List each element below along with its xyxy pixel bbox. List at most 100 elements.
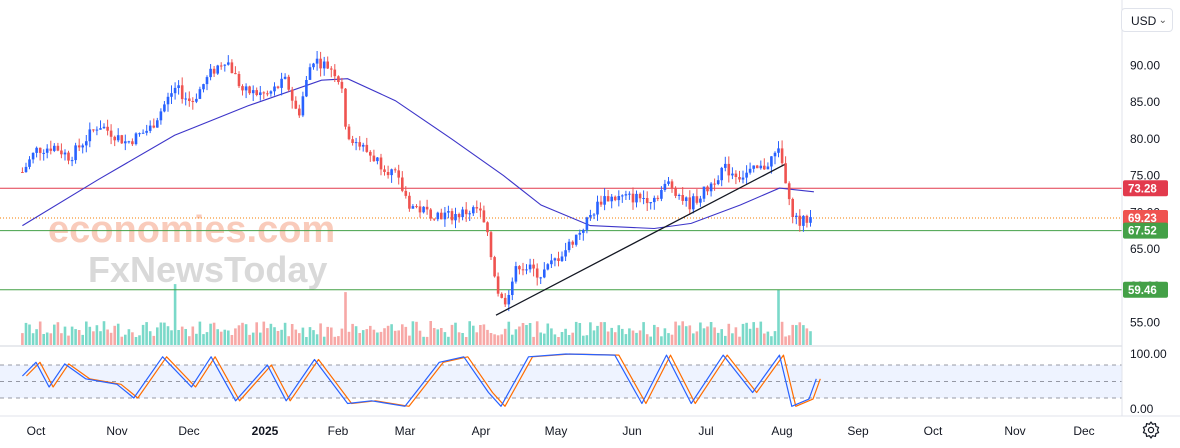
volume-bar <box>88 326 92 345</box>
candle-body <box>550 260 553 265</box>
candle-body <box>145 130 148 133</box>
volume-bar <box>337 336 340 345</box>
candle-body <box>798 215 802 226</box>
volume-bar <box>326 326 329 345</box>
candle-body <box>234 73 237 75</box>
time-tick-label: Jul <box>698 424 713 438</box>
price-tag <box>1123 180 1168 197</box>
time-tick-label: Feb <box>328 424 349 438</box>
candle-body <box>472 207 475 214</box>
candle-body <box>351 139 354 143</box>
volume-bar <box>45 332 49 345</box>
price-tag-label: 67.52 <box>1128 226 1157 238</box>
candle-body <box>440 212 443 220</box>
candle-body <box>95 129 99 131</box>
volume-bar <box>429 321 432 345</box>
volume-bar <box>461 333 464 345</box>
candle-body <box>773 152 777 157</box>
candle-body <box>802 215 805 226</box>
candle-body <box>411 206 415 209</box>
candle-body <box>709 183 713 192</box>
candle-body <box>88 129 92 142</box>
time-axis[interactable]: Oct Nov Dec 2025 Feb Mar Apr May Jun Jul Aug Sep Oct… <box>27 424 1095 438</box>
candle-body <box>599 201 603 205</box>
gear-icon[interactable] <box>1141 420 1161 440</box>
candle-body <box>134 133 138 145</box>
candle-body <box>116 135 120 141</box>
volume-bar <box>369 325 372 345</box>
volume-bar <box>621 328 624 345</box>
volume-bar <box>507 321 511 345</box>
volume-bar <box>102 321 106 345</box>
candle-body <box>479 208 482 211</box>
candle-body <box>294 100 298 109</box>
time-tick-label: Oct <box>27 424 46 438</box>
candle-body <box>85 141 88 146</box>
candle-body <box>376 157 379 162</box>
volume-bar <box>21 333 24 345</box>
volume-bar <box>610 327 613 345</box>
candle-body <box>574 234 578 245</box>
volume-bar <box>585 335 589 345</box>
volume-bar <box>184 329 187 345</box>
volume-bar <box>464 337 468 345</box>
volume-bar <box>159 322 163 345</box>
volume-bar <box>354 326 358 345</box>
volume-bar <box>113 325 116 345</box>
volume-bar <box>656 327 660 345</box>
time-tick-label: Dec <box>178 424 199 438</box>
candle-body <box>180 85 184 100</box>
volume-bar <box>663 328 667 345</box>
volume-bar <box>479 325 482 345</box>
volume-bar <box>386 325 390 345</box>
candle-body <box>724 163 727 168</box>
candle-body <box>528 264 532 270</box>
watermark-brand-text: economies.com <box>48 209 335 251</box>
candle-body <box>809 217 812 223</box>
candle-body <box>447 211 450 213</box>
ascending-trendline[interactable] <box>495 164 785 316</box>
candle-body <box>624 194 628 196</box>
candle-body <box>156 120 159 128</box>
candle-body <box>330 68 333 70</box>
moving-average-line <box>22 78 814 230</box>
volume-bar <box>262 321 266 345</box>
candle-body <box>159 111 163 121</box>
volume-bar <box>539 332 542 345</box>
volume-bar <box>120 336 124 345</box>
volume-bar <box>560 332 564 345</box>
candle-body <box>784 163 787 184</box>
candle-body <box>656 197 660 199</box>
volume-bar <box>745 322 748 345</box>
candle-body <box>31 152 35 160</box>
volume-bar <box>195 333 198 345</box>
chevron-down-icon: ⌄ <box>1158 15 1167 26</box>
price-tag <box>1123 222 1168 239</box>
candle-body <box>273 86 276 92</box>
time-tick-label: Apr <box>472 424 491 438</box>
currency-selector[interactable]: USD ⌄ <box>1121 8 1173 32</box>
volume-bar <box>148 331 152 345</box>
candle-body <box>74 145 77 161</box>
volume-bar <box>404 326 408 345</box>
volume-bar <box>365 329 369 345</box>
trendline[interactable] <box>495 164 785 316</box>
candle-body <box>251 90 255 94</box>
candle-body <box>241 86 244 91</box>
volume-bar <box>752 322 755 345</box>
candle-body <box>702 186 706 199</box>
candle-body <box>141 132 145 134</box>
candle-body <box>422 206 425 213</box>
candle-body <box>35 147 38 153</box>
volume-bar <box>436 329 440 345</box>
candle-body <box>464 209 468 215</box>
candle-body <box>770 156 773 167</box>
candle-body <box>49 148 53 151</box>
volume-bar <box>322 336 326 345</box>
volume-bar <box>95 325 99 345</box>
candle-body <box>138 133 141 135</box>
volume-bar <box>571 332 574 345</box>
time-tick-label: Sep <box>847 424 869 438</box>
